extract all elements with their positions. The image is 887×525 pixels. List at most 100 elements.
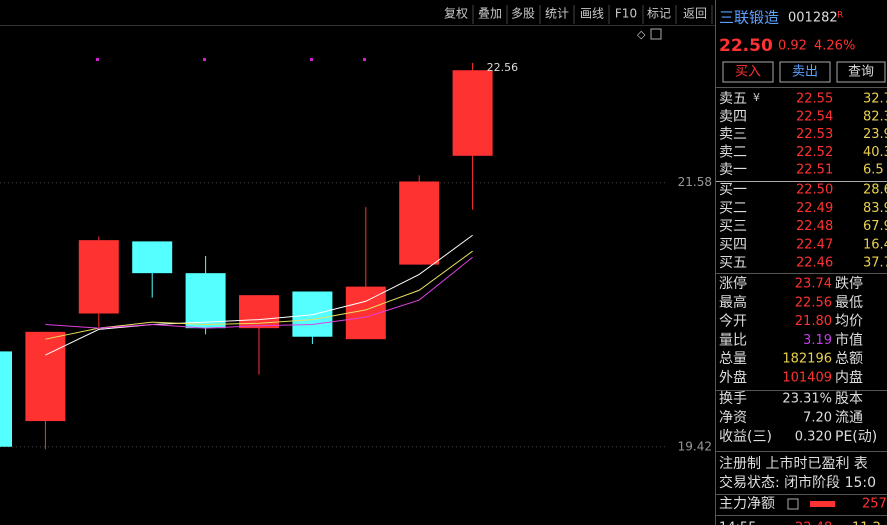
asks-extra: 40.3 — [863, 145, 887, 160]
asks-label: 卖三 — [719, 127, 747, 143]
stats-label: 外盘 — [719, 369, 747, 386]
stats2-value: 23.31% — [782, 392, 832, 407]
candle-body — [185, 273, 226, 329]
candle-body — [25, 331, 66, 422]
candle-body — [292, 291, 333, 337]
stats-value: 182196 — [782, 352, 832, 367]
stats2-label: 换手 — [719, 390, 747, 407]
stats-value: 21.80 — [795, 314, 832, 329]
stock-tag: R — [837, 11, 843, 21]
stats2-label2: 股本 — [835, 391, 863, 407]
main-flow-label: 主力净额 — [719, 496, 775, 512]
stats-label2: 最低 — [835, 295, 863, 311]
bids-value: 22.48 — [796, 219, 833, 234]
asks-value: 22.55 — [796, 92, 833, 107]
asks-label: 卖一 — [719, 162, 747, 178]
toolbar-button[interactable]: 标记 — [647, 7, 671, 21]
stats2-value: 7.20 — [803, 411, 832, 426]
stats-label2: 均价 — [835, 314, 863, 330]
stats-value: 22.56 — [795, 295, 832, 310]
action-button-frame[interactable] — [836, 61, 886, 83]
bids-extra: 16.4 — [863, 237, 887, 252]
moving-average — [45, 234, 473, 356]
stats2-label2: PE(动) — [835, 429, 877, 445]
tick-time: 14:55 — [719, 521, 756, 525]
asks-extra: 6.5 — [863, 163, 884, 178]
stats2-label2: 流通 — [835, 410, 863, 426]
markers — [96, 58, 366, 61]
bids-extra: 67.9 — [863, 219, 887, 234]
asks-value: 22.53 — [796, 127, 833, 142]
stats2-value: 0.320 — [795, 430, 832, 445]
change-pct: 4.26% — [814, 39, 855, 54]
toolbar-button[interactable]: 画线 — [580, 7, 604, 21]
window-icon[interactable] — [650, 28, 662, 40]
stats-value: 101409 — [782, 371, 832, 386]
toolbar-button[interactable]: 复权 — [444, 7, 468, 21]
bids-extra: 37.7 — [863, 256, 887, 271]
main-flow-value: 257 — [862, 497, 887, 512]
bids-extra: 28.6 — [863, 183, 887, 198]
bids-value: 22.46 — [796, 256, 833, 271]
stats-value: 23.74 — [795, 277, 832, 292]
asks-value: 22.52 — [796, 145, 833, 160]
bids-label: 买三 — [719, 219, 747, 235]
bids-extra: 83.9 — [863, 201, 887, 216]
main-flow-bar — [810, 501, 835, 507]
asks-label: 卖二 — [719, 144, 747, 160]
change: 0.92 — [778, 39, 807, 54]
high-label: 22.56 — [487, 61, 518, 74]
bids-label: 买五 — [719, 255, 747, 271]
toolbar-button[interactable]: 多股 — [511, 7, 535, 21]
toolbar-button[interactable]: 返回 — [683, 7, 707, 21]
tick-volume: 11.2 — [852, 521, 881, 525]
bids-label: 买二 — [719, 200, 747, 216]
stats-label: 今开 — [719, 314, 747, 330]
action-button-frame[interactable] — [722, 61, 774, 83]
stock-code: 001282 — [788, 11, 838, 26]
stats-label2: 内盘 — [835, 369, 863, 386]
stats-label2: 市值 — [835, 331, 863, 348]
bids-value: 22.47 — [796, 237, 833, 252]
asks-extra: 32.7 — [863, 92, 887, 107]
diamond-icon[interactable]: ◇ — [637, 28, 646, 41]
toolbar-button[interactable]: F10 — [615, 7, 637, 21]
stats-label2: 跌停 — [835, 275, 863, 292]
asks-label: 卖四 — [719, 109, 747, 125]
moving-average — [45, 256, 473, 329]
tick-price: 22.48 — [795, 521, 832, 525]
moving-average — [45, 250, 473, 340]
stats-label: 涨停 — [719, 275, 747, 292]
action-button[interactable]: 卖出 — [792, 65, 818, 80]
bids-value: 22.49 — [796, 201, 833, 216]
action-button[interactable]: 查询 — [848, 65, 874, 80]
candle-body — [452, 70, 493, 156]
status: 交易状态: 闭市阶段 15:0 — [719, 474, 876, 491]
bids-label: 买一 — [719, 182, 747, 198]
action-button-frame[interactable] — [779, 61, 831, 83]
y-tick-label: 21.58 — [678, 175, 712, 189]
main-flow-icon — [787, 498, 799, 510]
sell-icon: ¥ — [753, 91, 760, 104]
asks-label: 卖五 — [719, 91, 747, 107]
stats-label: 总量 — [719, 351, 747, 367]
bids-value: 22.50 — [796, 183, 833, 198]
candle-body — [0, 351, 12, 447]
candle-body — [78, 240, 119, 314]
stats-label: 最高 — [719, 294, 747, 311]
action-button[interactable]: 买入 — [735, 65, 761, 80]
bids-label: 买四 — [719, 237, 747, 253]
asks-value: 22.51 — [796, 163, 833, 178]
toolbar-button[interactable]: 叠加 — [478, 7, 502, 21]
stats-value: 3.19 — [803, 333, 832, 348]
stats-label: 量比 — [719, 332, 747, 348]
toolbar-button[interactable]: 统计 — [545, 7, 569, 21]
stats2-label: 收益(三) — [719, 429, 772, 445]
asks-extra: 23.9 — [863, 127, 887, 142]
stats2-label: 净资 — [719, 410, 747, 426]
stats-label2: 总额 — [835, 351, 863, 367]
y-tick-label: 19.42 — [678, 439, 712, 453]
stock-name: 三联锻造 — [719, 9, 779, 27]
candle-body — [399, 181, 440, 265]
